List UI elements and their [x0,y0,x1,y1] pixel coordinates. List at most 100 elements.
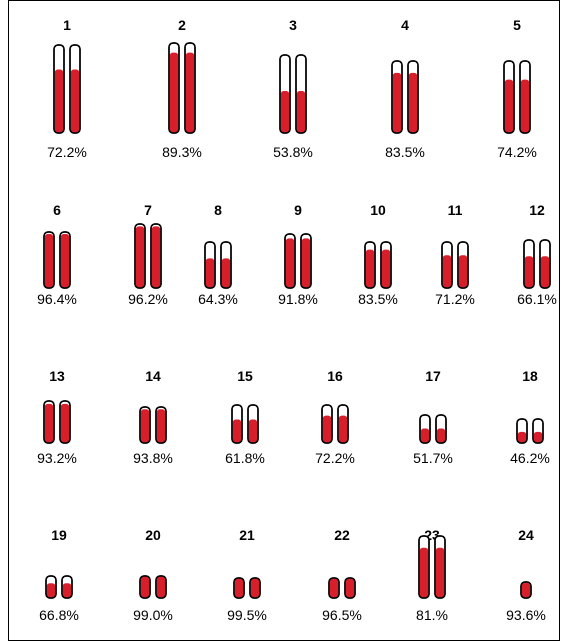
karyotype-figure: 172.2%289.3%353.8%483.5%574.2%696.4%796.… [0,0,566,641]
coverage-label: 83.5% [385,144,425,160]
chromosome [135,224,145,288]
chromosome-number: 5 [513,17,521,33]
chromosome [46,576,56,598]
mapped-region [437,429,446,443]
chromosome [338,405,348,443]
chromosome-number: 16 [327,368,343,384]
chromosome [151,224,161,288]
chromosome-number: 11 [448,202,463,218]
coverage-label: 99.0% [133,607,173,623]
mapped-region [235,578,244,597]
chromosome-number: 12 [529,202,545,218]
mapped-region [47,583,56,597]
chromosome [504,61,514,133]
chromosome-number: 9 [294,202,302,218]
coverage-label: 96.4% [37,291,77,307]
chromosome [70,45,80,133]
chromosome-number: 20 [145,527,161,543]
coverage-label: 83.5% [358,291,398,307]
chromosome-number: 2 [178,17,186,33]
coverage-label: 66.1% [517,291,557,307]
chromosome [517,419,527,443]
mapped-region [505,80,514,133]
chromosome [392,61,402,133]
coverage-label: 53.8% [273,144,313,160]
mapped-region [186,53,195,133]
chromosome [156,407,166,443]
mapped-region [366,250,375,288]
mapped-region [302,238,311,287]
chromosome [420,415,430,443]
chromosome-number: 18 [522,368,538,384]
mapped-region [71,69,80,132]
mapped-region [534,432,543,442]
chromosome [329,578,339,598]
chromosome-number: 8 [214,202,222,218]
chromosome-number: 22 [334,527,350,543]
mapped-region [346,579,355,598]
mapped-region [45,234,54,287]
coverage-label: 64.3% [198,291,238,307]
mapped-region [206,258,215,287]
chromosome [232,405,242,443]
coverage-label: 93.6% [506,607,546,623]
mapped-region [436,548,445,597]
chromosome [301,234,311,288]
chromosome-number: 17 [425,368,441,384]
mapped-region [297,91,306,132]
coverage-label: 51.7% [413,450,453,466]
mapped-region [152,226,161,287]
mapped-region [420,548,429,597]
chromosome-number: 7 [144,202,152,218]
chromosome [520,61,530,133]
chromosome-number: 6 [53,202,61,218]
coverage-label: 66.8% [39,607,79,623]
chromosome-number: 21 [239,527,255,543]
mapped-region [522,583,531,597]
chromosome [381,242,391,288]
coverage-label: 61.8% [225,450,265,466]
chromosome [62,576,72,598]
mapped-region [55,69,64,132]
mapped-region [61,404,70,442]
chromosome-number: 10 [370,202,386,218]
mapped-region [382,250,391,288]
coverage-label: 72.2% [315,450,355,466]
mapped-region [45,404,54,442]
mapped-region [281,91,290,132]
coverage-label: 89.3% [162,144,202,160]
chromosome [442,242,452,288]
mapped-region [170,53,179,133]
chromosome-number: 3 [289,17,297,33]
chromosome [419,536,429,598]
coverage-label: 72.2% [47,144,87,160]
chromosome [44,232,54,288]
chromosome [521,582,531,598]
chromosome [248,405,258,443]
mapped-region [233,420,242,443]
mapped-region [136,226,145,287]
mapped-region [141,576,150,597]
chromosome [280,55,290,133]
coverage-label: 96.2% [128,291,168,307]
chromosome [285,234,295,288]
chromosome [540,240,550,288]
coverage-label: 71.2% [435,291,475,307]
chromosome [435,536,445,598]
mapped-region [393,73,402,132]
chromosome-number: 19 [51,527,67,543]
chromosome [458,242,468,288]
chromosome [533,419,543,443]
coverage-label: 96.5% [322,607,362,623]
chromosome [408,61,418,133]
mapped-region [459,255,468,287]
mapped-region [249,420,258,443]
chromosome [524,240,534,288]
coverage-label: 91.8% [278,291,318,307]
chromosome [44,401,54,443]
chromosome [60,401,70,443]
mapped-region [521,80,530,133]
mapped-region [63,583,72,597]
mapped-region [421,429,430,443]
chromosome [60,232,70,288]
